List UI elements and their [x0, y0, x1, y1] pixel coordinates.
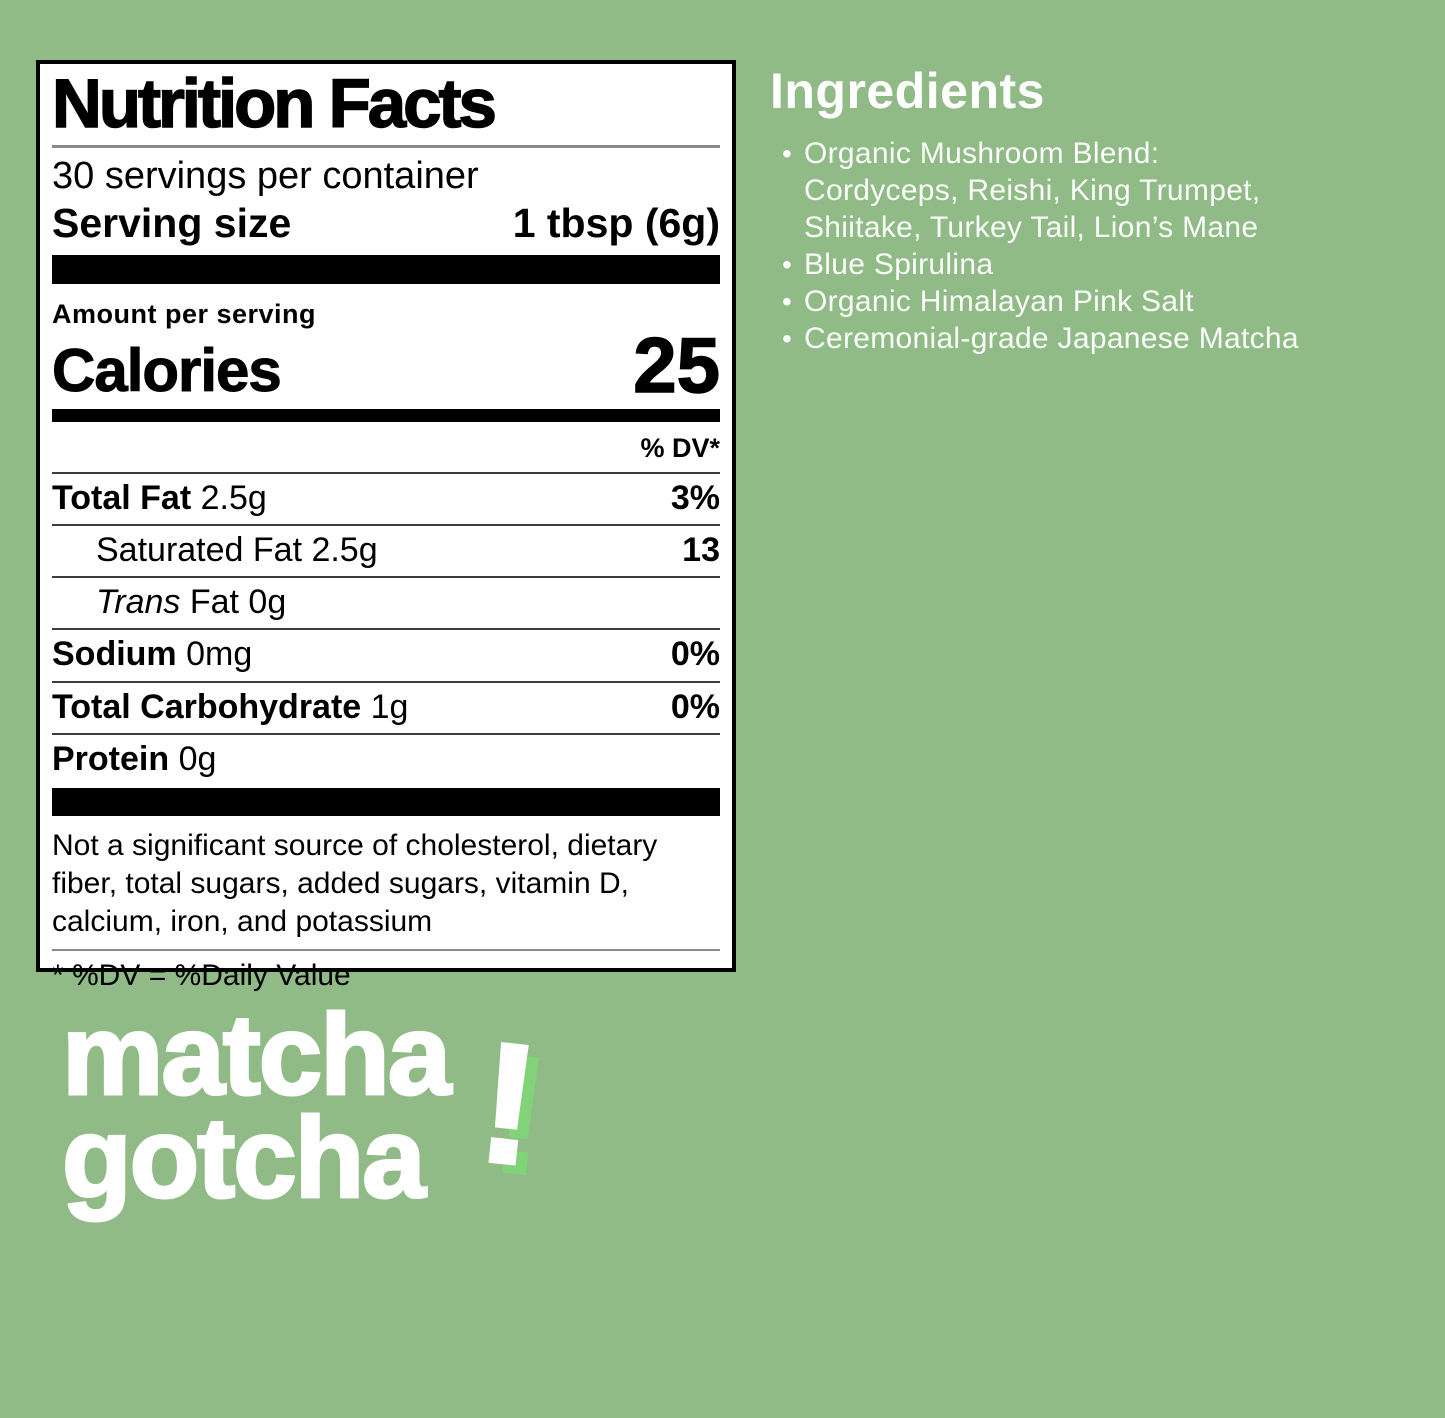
- daily-value-definition: * %DV = %Daily Value: [52, 958, 351, 992]
- amount-per-serving-label: Amount per serving: [52, 299, 317, 330]
- nutrient-name: Sodium 0mg: [52, 635, 252, 674]
- nutrient-name-bold: Protein: [52, 739, 170, 778]
- nutrient-amount: Saturated Fat 2.5g: [96, 531, 378, 570]
- nutrient-name: Total Fat 2.5g: [52, 479, 267, 518]
- ingredient-text: Organic Mushroom Blend: Cordyceps, Reish…: [804, 137, 1261, 244]
- calories-value: 25: [632, 321, 720, 410]
- nutrient-amount: 0mg: [176, 635, 253, 674]
- nutrient-amount: 0g: [169, 739, 217, 778]
- thick-divider-bar: [52, 255, 720, 285]
- medium-divider-bar: [52, 409, 720, 423]
- nutrient-name-bold: Total Carbohydrate: [52, 687, 362, 726]
- calories-label: Calories: [52, 337, 283, 405]
- not-significant-source-note: Not a significant source of cholesterol,…: [52, 828, 658, 938]
- nutrient-name: Total Carbohydrate 1g: [52, 688, 408, 727]
- brand-logo-line1: matcha: [60, 992, 452, 1119]
- nutrient-name: Saturated Fat 2.5g: [52, 531, 378, 570]
- ingredient-item-blue-spirulina: • Blue Spirulina: [770, 246, 1430, 283]
- bullet-dot-icon: •: [781, 138, 793, 169]
- nutrient-row-sodium: Sodium 0mg 0%: [52, 628, 720, 680]
- serving-size-value: 1 tbsp (6g): [512, 200, 720, 247]
- nutrient-dv: 0%: [670, 635, 720, 674]
- calories-row: Calories 25: [52, 321, 721, 410]
- nutrient-name: Trans Fat 0g: [52, 583, 286, 622]
- nutrient-row-protein: Protein 0g: [52, 732, 720, 785]
- ingredient-text: Blue Spirulina: [804, 248, 994, 281]
- divider: [52, 948, 720, 951]
- nutrient-row-total-carbohydrate: Total Carbohydrate 1g 0%: [52, 680, 720, 733]
- nutrient-name-bold: Total Fat: [52, 479, 192, 518]
- serving-size-label: Serving size: [52, 200, 292, 247]
- nutrient-row-total-fat: Total Fat 2.5g 3%: [52, 472, 720, 524]
- nutrient-dv: 13: [682, 531, 720, 570]
- brand-logo-line2: gotcha: [60, 1095, 427, 1222]
- ingredient-item-matcha: • Ceremonial-grade Japanese Matcha: [770, 320, 1430, 357]
- ingredients-title: Ingredients: [770, 63, 1045, 119]
- serving-size-row: Serving size 1 tbsp (6g): [52, 201, 720, 246]
- nutrient-name-italic: Trans: [96, 583, 181, 622]
- ingredient-item-pink-salt: • Organic Himalayan Pink Salt: [770, 283, 1430, 320]
- bullet-dot-icon: •: [781, 249, 793, 280]
- nutrient-row-saturated-fat: Saturated Fat 2.5g 13: [52, 524, 720, 576]
- nutrient-dv: 3%: [670, 479, 720, 518]
- ingredient-item-mushroom-blend: • Organic Mushroom Blend: Cordyceps, Rei…: [770, 135, 1430, 246]
- nutrition-facts-title: Nutrition Facts: [51, 65, 497, 142]
- nutrient-amount: 2.5g: [191, 479, 267, 518]
- nutrient-amount: Fat 0g: [180, 583, 287, 622]
- brand-logo: matcha gotcha: [60, 992, 452, 1222]
- bullet-dot-icon: •: [781, 286, 793, 317]
- nutrition-facts-label: Nutrition Facts 30 servings per containe…: [36, 60, 736, 992]
- ingredients-panel: Ingredients • Organic Mushroom Blend: Co…: [770, 64, 1430, 357]
- daily-value-header: % DV*: [640, 433, 720, 464]
- nutrient-row-trans-fat: Trans Fat 0g: [52, 576, 720, 628]
- thick-divider-bar: [52, 787, 720, 816]
- nutrient-dv: 0%: [670, 687, 720, 726]
- bullet-dot-icon: •: [781, 323, 793, 354]
- nutrient-name: Protein 0g: [52, 740, 216, 779]
- nutrient-name-bold: Sodium: [52, 635, 177, 674]
- nutrient-amount: 1g: [361, 687, 409, 726]
- ingredients-list: • Organic Mushroom Blend: Cordyceps, Rei…: [770, 135, 1430, 357]
- ingredient-text: Organic Himalayan Pink Salt: [804, 285, 1194, 318]
- exclamation-mark: !: [469, 1004, 549, 1204]
- divider: [52, 144, 720, 148]
- servings-per-container: 30 servings per container: [52, 154, 479, 197]
- ingredient-text: Ceremonial-grade Japanese Matcha: [804, 322, 1299, 355]
